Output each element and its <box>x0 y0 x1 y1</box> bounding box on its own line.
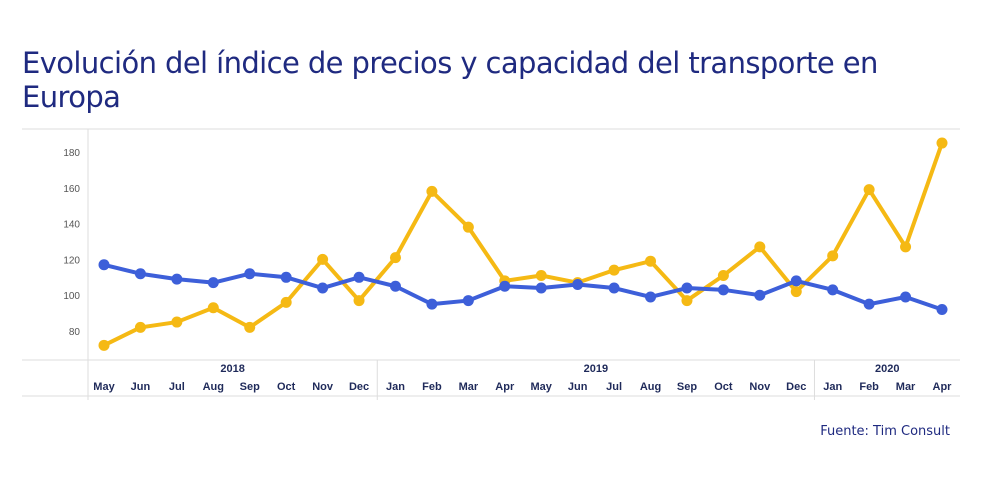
data-point-capacidad <box>535 282 547 294</box>
x-tick-label: Jun <box>131 381 151 393</box>
x-tick-label: Nov <box>749 381 771 393</box>
data-point-capacidad <box>98 259 110 271</box>
x-tick-label: Jan <box>823 381 842 393</box>
x-tick-label: Feb <box>859 381 879 393</box>
data-point-precios <box>645 255 657 267</box>
x-tick-label: Dec <box>349 381 369 393</box>
x-tick-label: Oct <box>714 381 733 393</box>
data-point-capacidad <box>499 280 511 292</box>
data-point-capacidad <box>681 282 693 294</box>
x-tick-label: Nov <box>312 381 334 393</box>
data-point-capacidad <box>244 268 256 280</box>
x-tick-label: Apr <box>933 381 953 393</box>
data-point-precios <box>134 321 146 333</box>
x-tick-label: Jun <box>568 381 588 393</box>
data-point-precios <box>353 295 365 307</box>
x-tick-label: Feb <box>422 381 442 393</box>
y-tick-label: 160 <box>63 184 80 195</box>
data-point-precios <box>790 286 802 298</box>
y-tick-label: 140 <box>63 220 80 231</box>
y-tick-label: 100 <box>63 291 80 302</box>
x-tick-label: Jan <box>386 381 405 393</box>
data-point-capacidad <box>134 268 146 280</box>
chart-title: Evolución del índice de precios y capaci… <box>22 46 878 114</box>
data-point-capacidad <box>462 295 474 307</box>
data-point-capacidad <box>389 280 401 292</box>
x-tick-label: Mar <box>459 381 479 393</box>
x-tick-label: Sep <box>240 381 260 393</box>
data-point-precios <box>171 316 183 328</box>
data-point-precios <box>317 253 329 265</box>
data-point-precios <box>535 270 547 282</box>
year-label: 2020 <box>875 363 899 375</box>
x-tick-label: Mar <box>896 381 916 393</box>
data-point-capacidad <box>426 298 438 310</box>
data-point-precios <box>681 295 693 307</box>
y-tick-label: 180 <box>63 148 80 159</box>
data-point-capacidad <box>827 284 839 296</box>
x-tick-label: Jul <box>169 381 185 393</box>
x-tick-label: Dec <box>786 381 806 393</box>
x-tick-label: Jul <box>606 381 622 393</box>
data-point-precios <box>863 184 875 196</box>
year-label: 2018 <box>220 363 244 375</box>
data-point-precios <box>936 137 948 149</box>
series-line-precios <box>103 142 944 348</box>
data-point-precios <box>608 264 620 276</box>
data-point-capacidad <box>900 291 912 303</box>
data-point-precios <box>754 241 766 253</box>
data-point-precios <box>98 339 110 351</box>
data-point-capacidad <box>645 291 657 303</box>
series-line-capacidad <box>103 262 943 312</box>
data-point-capacidad <box>572 278 584 290</box>
data-point-capacidad <box>207 277 219 289</box>
data-point-capacidad <box>171 273 183 285</box>
data-point-precios <box>426 185 438 197</box>
data-point-precios <box>900 241 912 253</box>
x-tick-label: Aug <box>640 381 661 393</box>
x-tick-label: Apr <box>495 381 515 393</box>
x-tick-label: Sep <box>677 381 697 393</box>
data-point-capacidad <box>317 282 329 294</box>
data-point-capacidad <box>717 284 729 296</box>
data-point-capacidad <box>790 275 802 287</box>
data-point-capacidad <box>353 271 365 283</box>
data-point-precios <box>389 252 401 264</box>
data-point-capacidad <box>863 298 875 310</box>
data-point-capacidad <box>280 271 292 283</box>
data-point-capacidad <box>936 304 948 316</box>
x-tick-label: May <box>531 381 553 393</box>
data-point-precios <box>462 221 474 233</box>
year-label: 2019 <box>584 363 608 375</box>
data-point-precios <box>207 302 219 314</box>
x-tick-label: Oct <box>277 381 296 393</box>
data-point-capacidad <box>754 289 766 301</box>
source-note: Fuente: Tim Consult <box>820 424 950 439</box>
y-tick-label: 120 <box>63 255 80 266</box>
data-point-precios <box>280 296 292 308</box>
y-tick-label: 80 <box>69 327 81 338</box>
data-point-precios <box>244 321 256 333</box>
data-point-precios <box>827 250 839 262</box>
data-point-capacidad <box>608 282 620 294</box>
x-tick-label: May <box>93 381 115 393</box>
x-tick-label: Aug <box>203 381 224 393</box>
data-point-precios <box>717 270 729 282</box>
